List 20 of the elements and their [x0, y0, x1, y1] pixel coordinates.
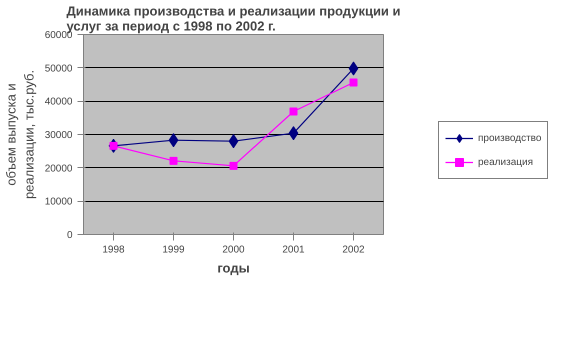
- x-axis-title: годы: [217, 260, 250, 276]
- y-tick-label: 30000: [44, 130, 73, 141]
- y-tick-label: 50000: [44, 63, 73, 74]
- x-tick-label: 2000: [222, 244, 246, 256]
- point: [170, 156, 178, 165]
- y-tick-label: 20000: [44, 163, 73, 174]
- point: [290, 108, 298, 116]
- point: [230, 162, 238, 170]
- x-tick-label: 1998: [102, 244, 126, 256]
- legend-label: реализация: [478, 156, 533, 168]
- x-tick-label: 1999: [162, 244, 186, 256]
- point: [348, 62, 358, 76]
- x-tick-label: 2002: [342, 244, 366, 256]
- y-tick-label: 10000: [44, 196, 73, 208]
- y-tick-label: 0: [66, 230, 73, 241]
- y-axis-title: объем выпуска и реализации, тыс.руб.: [4, 70, 37, 200]
- legend-label: производство: [478, 132, 542, 144]
- y-tick-label: 40000: [44, 96, 73, 108]
- point: [350, 78, 358, 86]
- x-tick-label: 2001: [282, 244, 306, 256]
